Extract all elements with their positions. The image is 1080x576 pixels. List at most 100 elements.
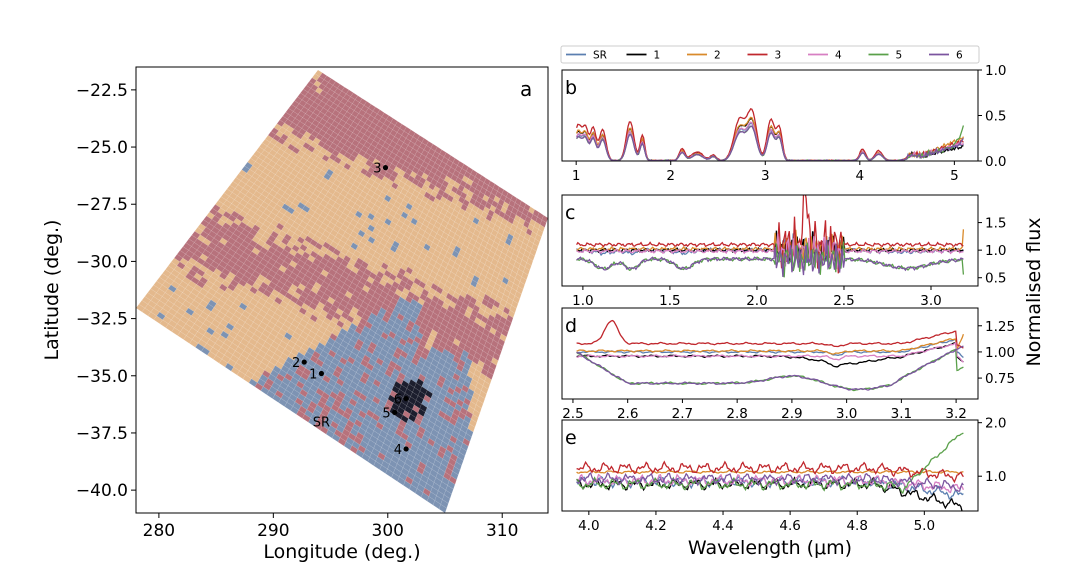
normalised-flux-axis-label: Normalised flux	[1023, 218, 1045, 367]
series-line-6	[576, 345, 964, 391]
series-line-6	[576, 472, 964, 492]
series-line-2	[576, 333, 965, 355]
x-tick-label: 4.8	[846, 518, 867, 534]
x-tick-label: 1	[572, 168, 581, 184]
map-grid-cells	[136, 69, 548, 513]
spectrum-panel-label: d	[565, 315, 577, 337]
legend-label: 4	[835, 50, 842, 62]
map-point-4	[403, 446, 409, 452]
legend-label: SR	[593, 50, 607, 62]
x-tick-label: 3	[761, 168, 770, 184]
map-point-label: 2	[292, 356, 300, 371]
x-tick-label: 5	[950, 168, 959, 184]
map-point-label: 5	[382, 406, 390, 421]
x-tick-label: 3.0	[920, 293, 941, 309]
y-tick-label: 1.25	[985, 319, 1015, 335]
map-panel-label: a	[520, 77, 532, 101]
spectrum-series-group	[575, 107, 965, 161]
series-line-SR	[576, 338, 964, 358]
x-tick-label: 2.5	[562, 406, 583, 422]
x-tick-label: 2.9	[781, 406, 802, 422]
x-tick-label: 4	[856, 168, 865, 184]
spectrum-panel-label: e	[565, 427, 577, 449]
series-line-3	[576, 319, 964, 349]
y-tick-label: 1.0	[985, 469, 1006, 485]
map-point-6	[403, 396, 409, 402]
spectrum-panel-e: 4.0 4.2 4.4 4.6 4.8 5.0 1.0 2.0 e	[561, 416, 1006, 534]
spectrum-panel-frame	[561, 419, 979, 512]
map-y-ticks: −22.5 −25.0 −27.5 −30.0 −32.5 −35.0 −37.5 −40.0	[76, 81, 136, 501]
map-y-tick-label: −37.5	[76, 424, 128, 444]
spectrum-panel-b: 1 2 3 4 5 0.0 0.5 1.0 b	[561, 63, 1006, 184]
spectrum-series-group	[576, 319, 965, 392]
map-y-tick-label: −40.0	[76, 481, 128, 501]
map-y-tick-label: −22.5	[76, 81, 128, 101]
y-tick-label: 1.0	[985, 243, 1006, 259]
map-x-tick-label: 300	[372, 521, 404, 541]
spectrum-panel-frame	[561, 307, 979, 400]
map-cell	[438, 503, 447, 513]
y-tick-label: 1.00	[985, 345, 1015, 361]
x-tick-label: 1.0	[572, 293, 593, 309]
x-tick-label: 4.0	[578, 518, 599, 534]
x-tick-label: 2.6	[617, 406, 638, 422]
legend-label: 2	[714, 50, 721, 62]
x-tick-label: 1.5	[659, 293, 680, 309]
series-line-4	[576, 233, 964, 270]
y-tick-label: 1.5	[985, 216, 1006, 232]
x-tick-label: 2.7	[672, 406, 693, 422]
map-point-1	[318, 370, 324, 377]
map-x-tick-label: 290	[257, 521, 289, 541]
wavelength-axis-label: Wavelength (μm)	[688, 537, 852, 559]
y-tick-label: 0.0	[985, 154, 1006, 170]
map-point-label-sr: SR	[313, 416, 330, 431]
x-tick-label: 2.0	[746, 293, 767, 309]
map-point-5	[392, 409, 398, 415]
x-tick-label: 4.6	[779, 518, 800, 534]
x-tick-label: 2.5	[833, 293, 854, 309]
series-line-5	[576, 432, 964, 495]
map-y-tick-label: −32.5	[76, 310, 128, 330]
y-tick-label: 0.75	[985, 371, 1015, 387]
legend-label: 1	[654, 50, 661, 62]
map-y-tick-label: −35.0	[76, 367, 128, 387]
map-x-axis-label: Longitude (deg.)	[263, 541, 420, 563]
spectrum-panel-d: 2.5 2.6 2.7 2.8 2.9 3.0 3.1 3.2 0.75 1.00 1.25 d	[561, 307, 1015, 422]
map-y-tick-label: −25.0	[76, 138, 128, 158]
map-point-label: 3	[373, 162, 381, 177]
series-line-3	[576, 460, 964, 484]
spectrum-panel-frame	[561, 194, 979, 287]
spectrum-panel-label: c	[565, 202, 575, 224]
series-line-1	[576, 342, 964, 368]
x-tick-label: 4.4	[712, 518, 733, 534]
series-line-4	[576, 341, 964, 363]
legend-label: 6	[956, 50, 963, 62]
map-y-axis-label: Latitude (deg.)	[41, 220, 63, 361]
y-tick-label: 0.5	[985, 271, 1006, 287]
x-tick-label: 2.8	[726, 406, 747, 422]
series-line-6	[576, 239, 964, 277]
map-y-tick-label: −27.5	[76, 195, 128, 215]
map-point-label: 4	[394, 443, 402, 458]
x-tick-label: 5.0	[914, 518, 935, 534]
map-y-tick-label: −30.0	[76, 252, 128, 272]
map-point-label: 6	[394, 393, 402, 408]
spectrum-panel-label: b	[565, 77, 577, 99]
legend-frame	[560, 45, 980, 64]
map-x-tick-label: 310	[486, 521, 518, 541]
y-tick-label: 2.0	[985, 416, 1006, 432]
map-frame	[135, 66, 549, 514]
series-line-2	[576, 469, 964, 475]
legend: SR 1 2 3 4 5 6	[560, 45, 980, 64]
series-line-2	[576, 229, 965, 267]
map-point-2	[301, 359, 307, 365]
spectrum-panel-c: 1.0 1.5 2.0 2.5 3.0 0.5 1.0 1.5 c	[561, 194, 1006, 309]
map-point-label: 1	[309, 367, 317, 382]
map-x-tick-label: 280	[143, 521, 175, 541]
series-line-3	[576, 195, 964, 274]
map-x-ticks: 280 290 300 310	[143, 513, 518, 541]
x-tick-label: 2	[666, 168, 675, 184]
